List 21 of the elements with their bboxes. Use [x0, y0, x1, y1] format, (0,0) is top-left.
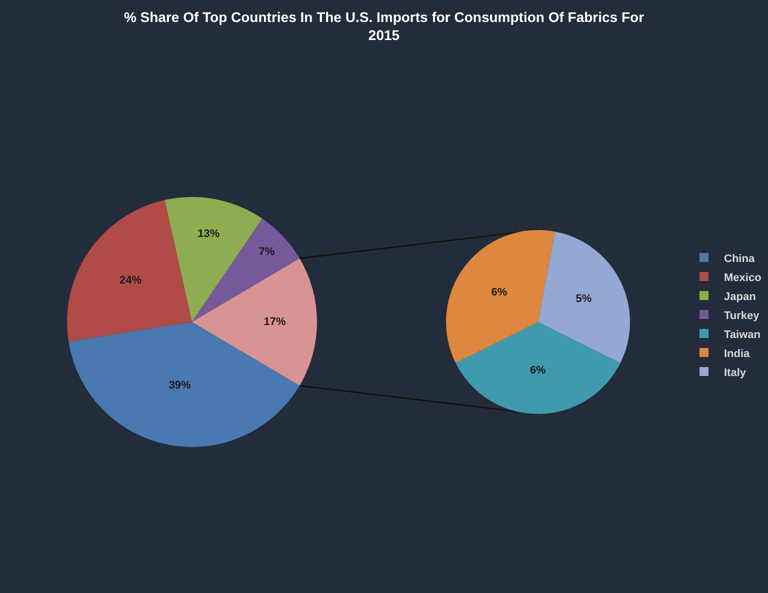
legend-label: China: [724, 252, 756, 265]
legend-label: Japan: [724, 290, 756, 303]
pie-slice: [456, 322, 620, 414]
pie-slice: [192, 258, 317, 386]
legend-label: Mexico: [724, 272, 762, 284]
legend-label: Taiwan: [724, 328, 761, 341]
data-label: 24%: [120, 274, 142, 286]
data-label: 5%: [576, 293, 592, 306]
data-label: 13%: [198, 228, 220, 240]
data-label: 17%: [264, 316, 286, 328]
pie-slice: [67, 200, 192, 342]
pie-slice: [446, 230, 555, 364]
data-label: 6%: [530, 364, 546, 377]
legend-label: Turkey: [724, 310, 760, 322]
legend-label: India: [724, 348, 751, 360]
data-label: 6%: [491, 286, 508, 299]
legend-label: Italy: [724, 366, 747, 379]
data-label: 39%: [168, 379, 192, 392]
data-label: 7%: [258, 246, 275, 258]
chart-title: % Share Of Top Countries In The U.S. Imports for Consumption Of Fabrics For 2015: [124, 9, 645, 44]
pie-slice: [538, 232, 630, 364]
